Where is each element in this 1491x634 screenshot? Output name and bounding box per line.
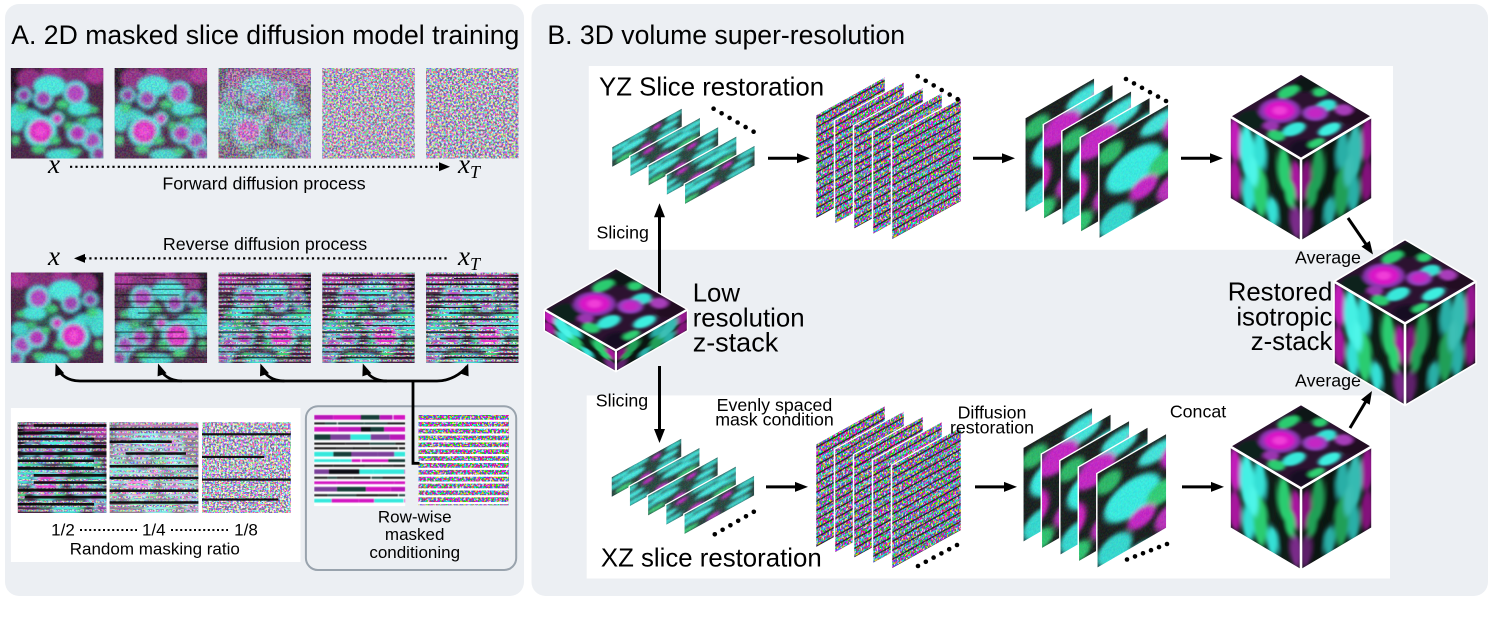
svg-text:Concat: Concat bbox=[1170, 401, 1226, 421]
svg-text:XZ slice restoration: XZ slice restoration bbox=[601, 545, 822, 573]
svg-text:restoration: restoration bbox=[950, 418, 1034, 438]
svg-text:YZ Slice restoration: YZ Slice restoration bbox=[599, 73, 824, 101]
svg-text:Row-wise: Row-wise bbox=[378, 508, 452, 527]
svg-text:x: x bbox=[47, 149, 60, 179]
svg-text:conditioning: conditioning bbox=[369, 543, 460, 562]
svg-text:x: x bbox=[47, 241, 60, 271]
svg-text:Low: Low bbox=[693, 279, 741, 307]
svg-text:Average: Average bbox=[1295, 370, 1361, 390]
svg-text:Restored: Restored bbox=[1228, 279, 1333, 307]
svg-text:1/8: 1/8 bbox=[234, 521, 258, 540]
svg-text:1/4: 1/4 bbox=[142, 521, 166, 540]
svg-text:z-stack: z-stack bbox=[1251, 328, 1333, 356]
svg-text:xT: xT bbox=[457, 241, 482, 274]
svg-text:B. 3D volume super-resolution: B. 3D volume super-resolution bbox=[547, 20, 905, 50]
svg-text:Slicing: Slicing bbox=[596, 390, 648, 410]
svg-text:1/2: 1/2 bbox=[51, 521, 75, 540]
svg-text:Average: Average bbox=[1295, 248, 1361, 268]
svg-text:Diffusion: Diffusion bbox=[958, 403, 1027, 423]
svg-text:isotropic: isotropic bbox=[1236, 303, 1332, 331]
svg-text:Random masking ratio: Random masking ratio bbox=[70, 540, 240, 559]
svg-text:Reverse diffusion process: Reverse diffusion process bbox=[163, 234, 367, 254]
svg-text:mask condition: mask condition bbox=[715, 410, 834, 430]
svg-text:Evenly spaced: Evenly spaced bbox=[717, 395, 833, 415]
svg-text:Slicing: Slicing bbox=[597, 222, 649, 242]
svg-text:xT: xT bbox=[457, 149, 482, 182]
svg-text:A. 2D masked slice diffusion m: A. 2D masked slice diffusion model train… bbox=[11, 20, 519, 50]
svg-text:masked: masked bbox=[385, 525, 445, 544]
svg-text:z-stack: z-stack bbox=[693, 328, 779, 358]
svg-text:resolution: resolution bbox=[693, 305, 805, 333]
svg-text:Forward diffusion process: Forward diffusion process bbox=[162, 174, 365, 194]
